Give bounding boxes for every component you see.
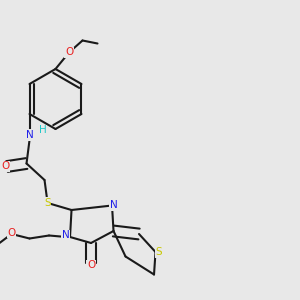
Text: S: S	[44, 197, 51, 208]
Text: N: N	[26, 130, 33, 140]
Text: H: H	[39, 125, 47, 136]
Text: O: O	[8, 227, 16, 238]
Text: O: O	[65, 47, 73, 58]
Text: N: N	[110, 200, 117, 211]
Text: N: N	[61, 230, 69, 241]
Text: S: S	[155, 247, 162, 257]
Text: O: O	[87, 260, 95, 271]
Text: O: O	[2, 161, 10, 172]
